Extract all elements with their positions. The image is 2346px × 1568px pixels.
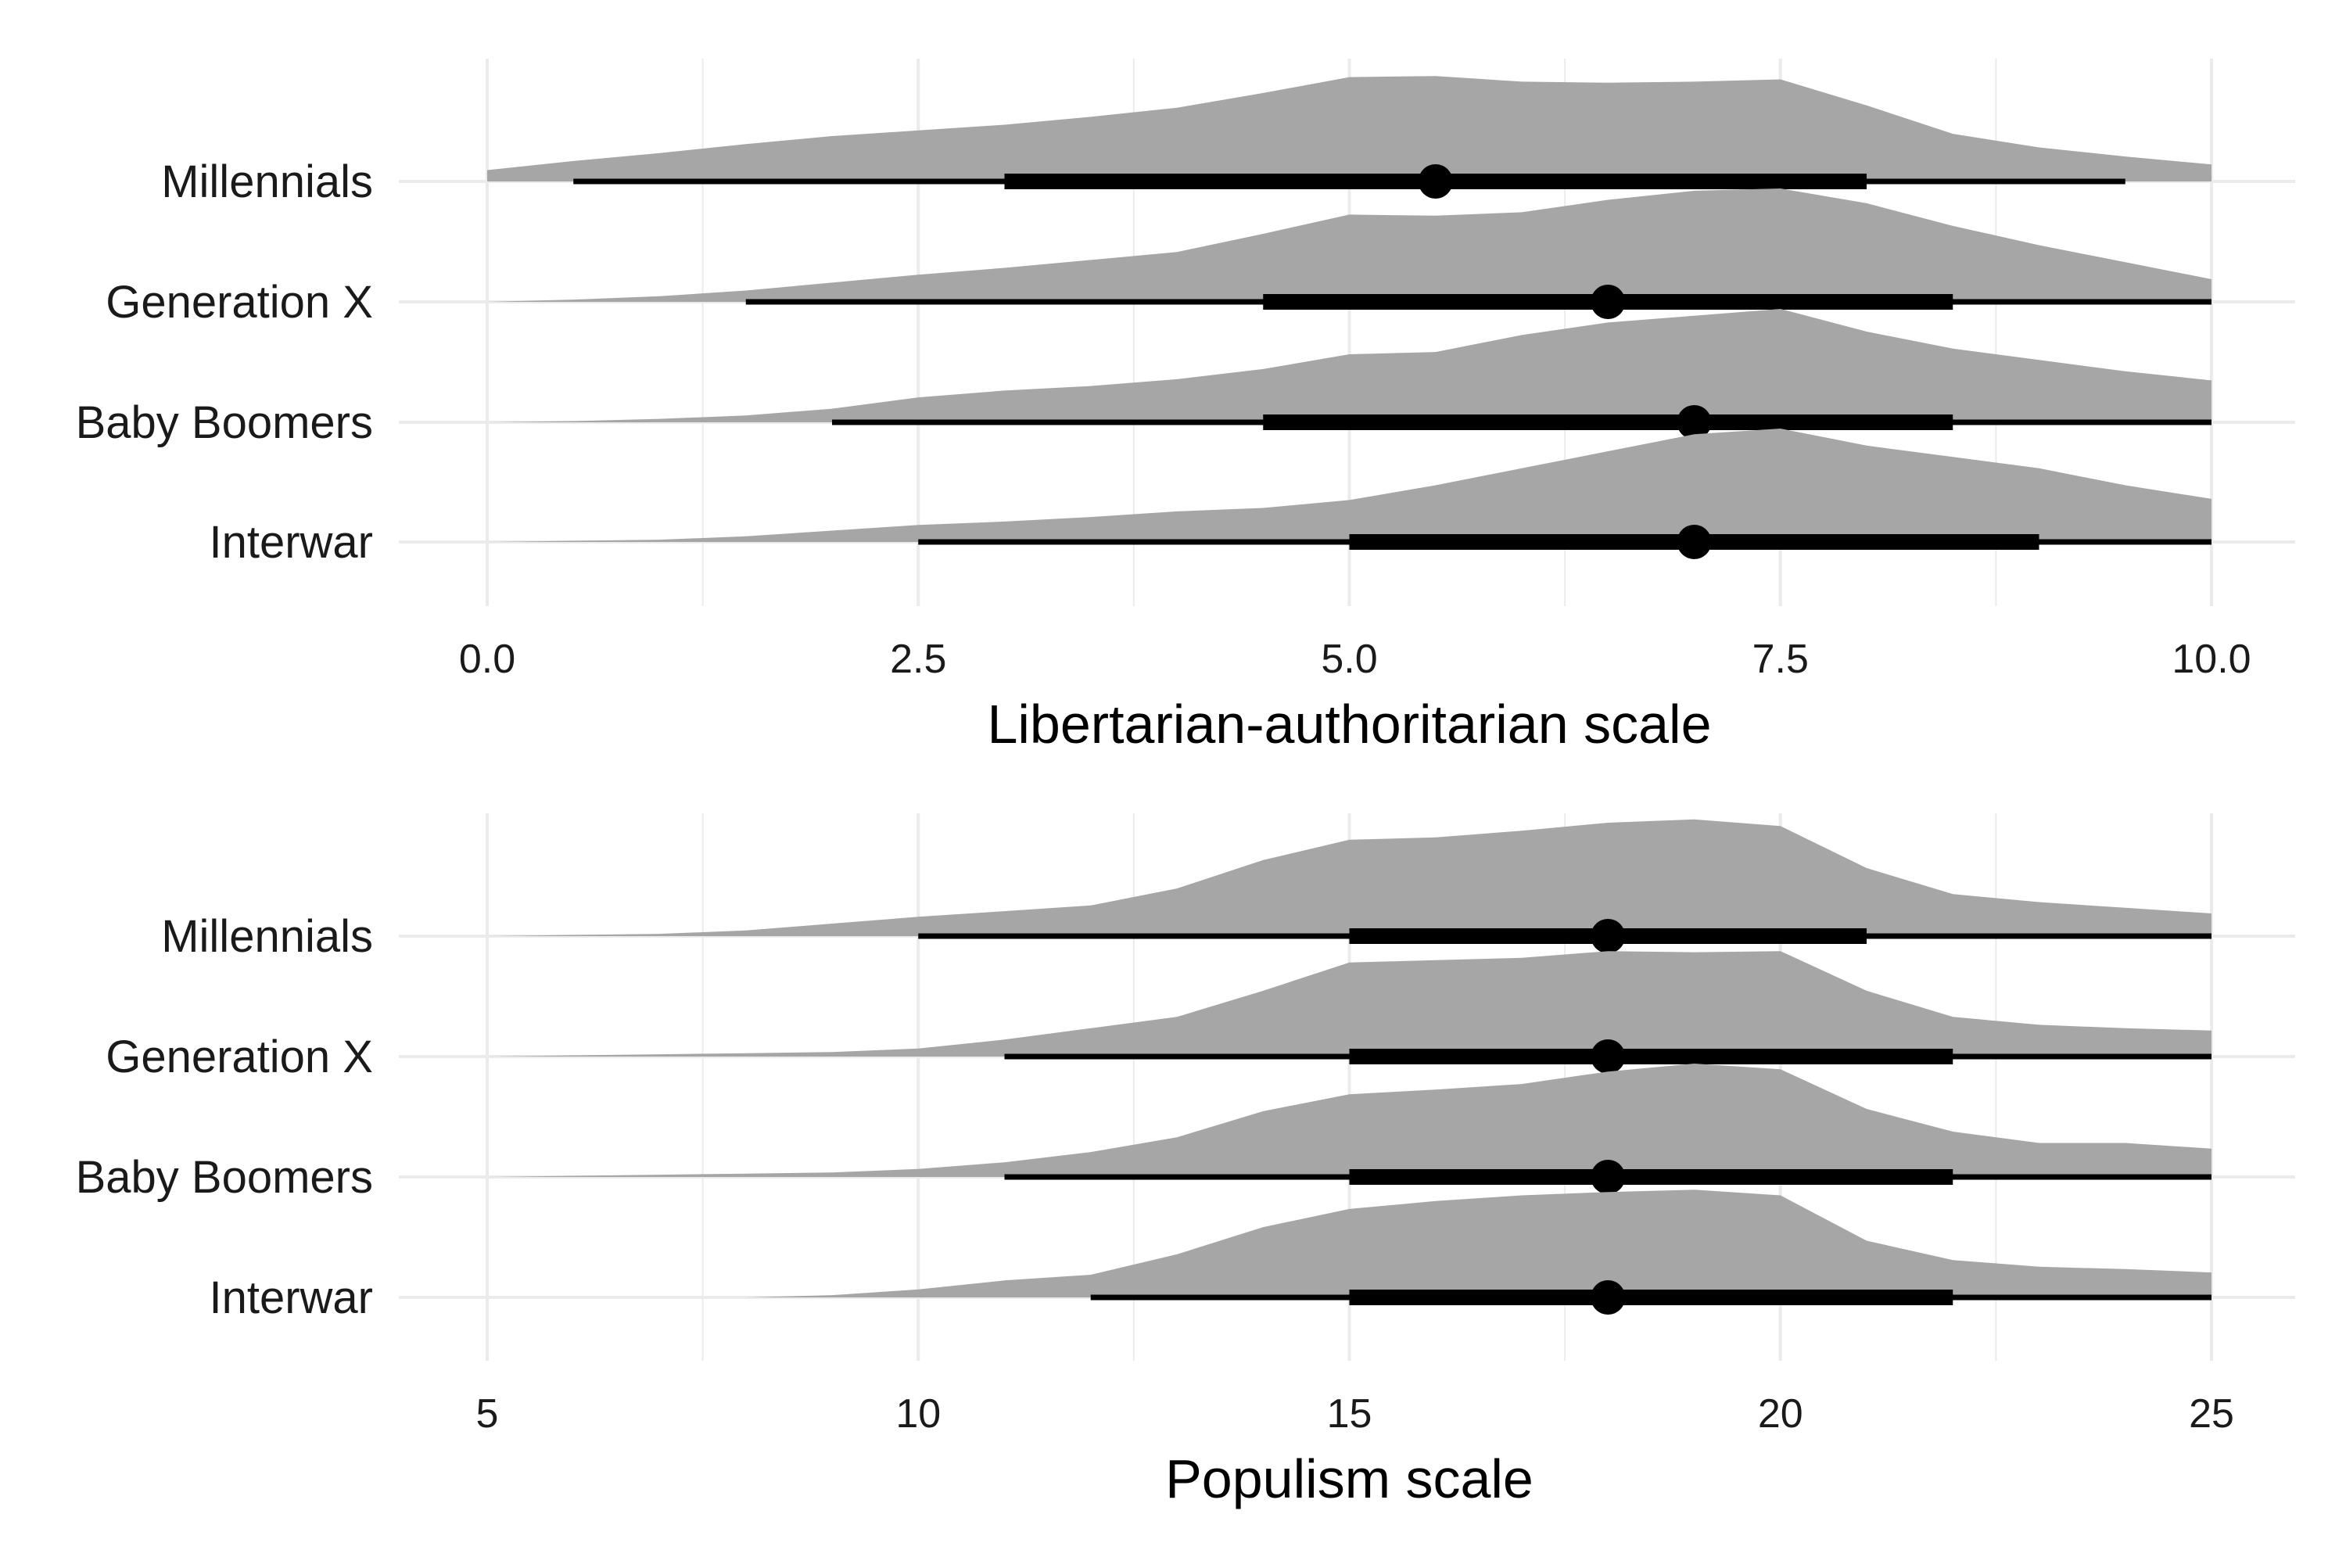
density-baby-boomers: [487, 1064, 2211, 1177]
median-point-baby-boomers: [1591, 1160, 1626, 1194]
x-tick-label: 10: [895, 1391, 941, 1437]
x-tick-label: 7.5: [1752, 637, 1809, 682]
series-baby-boomers: [487, 1064, 2211, 1194]
median-point-generation-x: [1591, 285, 1626, 319]
category-label-baby-boomers: Baby Boomers: [76, 397, 373, 448]
category-label-interwar: Interwar: [209, 517, 373, 568]
panel-libertarian-authoritarian: Millennials Generation X Baby Boomers Inter…: [76, 59, 2295, 755]
x-tick-label: 2.5: [890, 637, 946, 682]
x-tick-label: 20: [1758, 1391, 1803, 1437]
panel-populism: Millennials Generation X Baby Boomers Inter…: [76, 813, 2295, 1509]
category-label-baby-boomers: Baby Boomers: [76, 1152, 373, 1203]
x-tick-label: 5.0: [1321, 637, 1377, 682]
density-interwar: [487, 1189, 2211, 1297]
series-baby-boomers: [487, 309, 2211, 440]
series-millennials: [487, 819, 2211, 953]
median-point-millennials: [1418, 164, 1453, 199]
x-axis-title: Libertarian-authoritarian scale: [987, 694, 1711, 755]
density-millennials: [487, 76, 2211, 181]
density-generation-x: [487, 951, 2211, 1057]
series-interwar: [487, 429, 2211, 559]
category-label-generation-x: Generation X: [106, 1032, 373, 1082]
x-axis-title: Populism scale: [1165, 1448, 1534, 1509]
category-label-generation-x: Generation X: [106, 277, 373, 328]
x-tick-label: 10.0: [2172, 637, 2251, 682]
median-point-millennials: [1591, 919, 1626, 953]
category-label-millennials: Millennials: [161, 156, 373, 207]
density-generation-x: [487, 188, 2211, 302]
median-point-interwar: [1677, 525, 1712, 559]
density-baby-boomers: [487, 309, 2211, 422]
x-tick-label: 25: [2189, 1391, 2234, 1437]
x-tick-label: 15: [1327, 1391, 1372, 1437]
category-label-millennials: Millennials: [161, 911, 373, 962]
series-generation-x: [487, 188, 2211, 319]
x-tick-label: 0.0: [459, 637, 515, 682]
series-generation-x: [487, 951, 2211, 1074]
x-tick-label: 5: [476, 1391, 499, 1437]
series-millennials: [487, 76, 2211, 199]
category-label-interwar: Interwar: [209, 1272, 373, 1323]
density-interwar: [487, 429, 2211, 542]
median-point-interwar: [1591, 1280, 1626, 1315]
median-point-baby-boomers: [1677, 405, 1712, 440]
density-millennials: [487, 819, 2211, 936]
median-point-generation-x: [1591, 1039, 1626, 1074]
series-interwar: [487, 1189, 2211, 1315]
